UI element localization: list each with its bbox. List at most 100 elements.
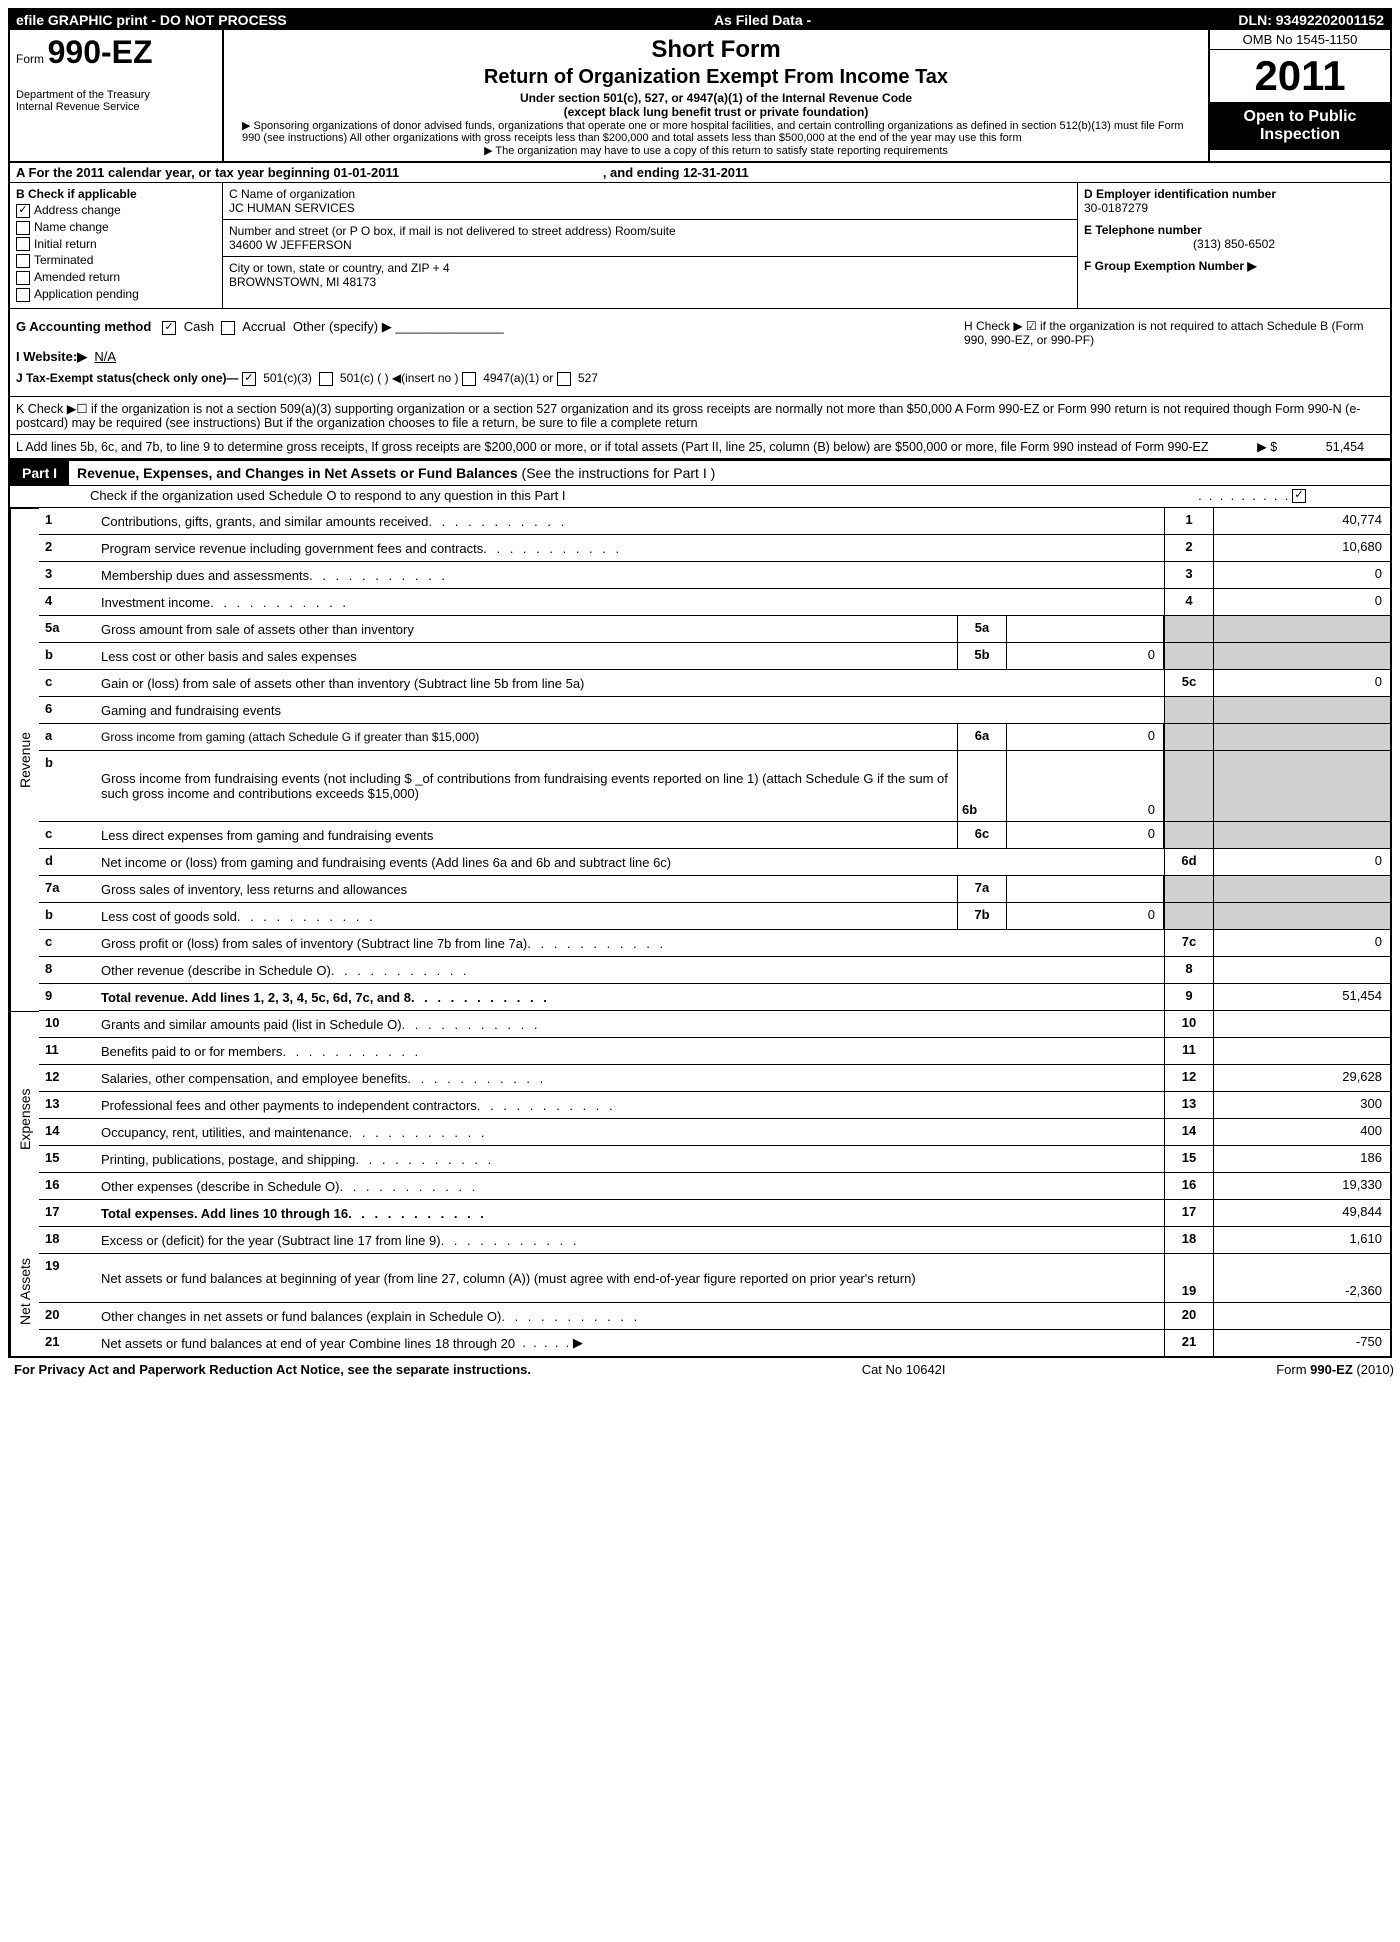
l-text: L Add lines 5b, 6c, and 7b, to line 9 to… (16, 440, 1209, 454)
omb: OMB No 1545-1150 (1210, 30, 1390, 50)
ln18-box: 18 (1164, 1227, 1213, 1253)
ln6b-num: b (39, 751, 97, 821)
ln6b-mv: 0 (1007, 751, 1164, 821)
lbl-accrual: Accrual (242, 319, 285, 334)
ln6c-mv: 0 (1007, 822, 1164, 848)
ln6d-val: 0 (1213, 849, 1390, 875)
ln8-box: 8 (1164, 957, 1213, 983)
ln10-box: 10 (1164, 1011, 1213, 1037)
ln6a-desc: Gross income from gaming (attach Schedul… (97, 724, 957, 750)
ln21-num: 21 (39, 1330, 97, 1356)
check-4947[interactable] (462, 372, 476, 386)
lbl-cash: Cash (184, 319, 214, 334)
ln6-num: 6 (39, 697, 97, 723)
org-name-block: C Name of organization JC HUMAN SERVICES (223, 183, 1077, 220)
ln20-box: 20 (1164, 1303, 1213, 1329)
ln8-num: 8 (39, 957, 97, 983)
ln21-desc-text: Net assets or fund balances at end of ye… (101, 1336, 515, 1351)
lbl-527: 527 (578, 371, 598, 385)
section-a: A For the 2011 calendar year, or tax yea… (10, 163, 1390, 183)
topbar-center: As Filed Data - (714, 12, 811, 28)
ln6-box (1164, 697, 1213, 723)
val-city: BROWNSTOWN, MI 48173 (229, 275, 1071, 289)
ln7c-desc: Gross profit or (loss) from sales of inv… (97, 930, 1164, 956)
k-section: K Check ▶☐ if the organization is not a … (10, 396, 1390, 435)
ln16-box: 16 (1164, 1173, 1213, 1199)
check-501c3[interactable]: ✓ (242, 372, 256, 386)
revenue-section: Revenue 1Contributions, gifts, grants, a… (10, 508, 1390, 1011)
ln20-val (1213, 1303, 1390, 1329)
col-b: B Check if applicable ✓Address change Na… (10, 183, 223, 308)
ln2-num: 2 (39, 535, 97, 561)
check-accrual[interactable] (221, 321, 235, 335)
ln15-box: 15 (1164, 1146, 1213, 1172)
lbl-501c3: 501(c)(3) (263, 371, 312, 385)
ln17-box: 17 (1164, 1200, 1213, 1226)
ln8-desc: Other revenue (describe in Schedule O) (97, 957, 1164, 983)
ln14-desc: Occupancy, rent, utilities, and maintena… (97, 1119, 1164, 1145)
ln6a-mid: 6a (957, 724, 1007, 750)
part1-title-sub: (See the instructions for Part I ) (522, 465, 716, 481)
ln6d-desc: Net income or (loss) from gaming and fun… (97, 849, 1164, 875)
ln7a-box (1164, 876, 1213, 902)
ln5b-mid: 5b (957, 643, 1007, 669)
check-amended[interactable] (16, 271, 30, 285)
lbl-4947: 4947(a)(1) or (483, 371, 553, 385)
form-number: 990-EZ (48, 34, 153, 70)
page-footer: For Privacy Act and Paperwork Reduction … (8, 1358, 1400, 1381)
check-cash[interactable]: ✓ (162, 321, 176, 335)
val-website: N/A (94, 349, 116, 364)
header: Form 990-EZ Department of the Treasury I… (10, 30, 1390, 163)
lbl-g: G Accounting method (16, 319, 151, 334)
ln5c-val: 0 (1213, 670, 1390, 696)
check-address[interactable]: ✓ (16, 204, 30, 218)
ln16-num: 16 (39, 1173, 97, 1199)
ln18-num: 18 (39, 1227, 97, 1253)
lbl-name: Name change (34, 220, 109, 234)
ln15-num: 15 (39, 1146, 97, 1172)
ln6c-box (1164, 822, 1213, 848)
lbl-other: Other (specify) ▶ (293, 319, 392, 334)
check-terminated[interactable] (16, 254, 30, 268)
header-left: Form 990-EZ Department of the Treasury I… (10, 30, 224, 161)
ln6d-box: 6d (1164, 849, 1213, 875)
section-a-ending: , and ending 12-31-2011 (603, 165, 749, 180)
ln13-desc: Professional fees and other payments to … (97, 1092, 1164, 1118)
ln6c-num: c (39, 822, 97, 848)
lbl-pending: Application pending (34, 287, 139, 301)
ln17-num: 17 (39, 1200, 97, 1226)
col-b-header: B Check if applicable (16, 187, 216, 201)
col-d: D Employer identification number 30-0187… (1078, 183, 1390, 308)
ln12-desc: Salaries, other compensation, and employ… (97, 1065, 1164, 1091)
check-527[interactable] (557, 372, 571, 386)
ln3-desc: Membership dues and assessments (97, 562, 1164, 588)
ln7a-mv (1007, 876, 1164, 902)
ln7c-val: 0 (1213, 930, 1390, 956)
val-org-name: JC HUMAN SERVICES (229, 201, 1071, 215)
check-pending[interactable] (16, 288, 30, 302)
check-part1-o[interactable]: ✓ (1292, 489, 1306, 503)
part1-header: Part I Revenue, Expenses, and Changes in… (10, 459, 1390, 486)
ln4-num: 4 (39, 589, 97, 615)
check-501c[interactable] (319, 372, 333, 386)
expenses-section: Expenses 10Grants and similar amounts pa… (10, 1011, 1390, 1227)
ln19-box: 19 (1164, 1254, 1213, 1302)
ln13-val: 300 (1213, 1092, 1390, 1118)
netassets-section: Net Assets 18Excess or (deficit) for the… (10, 1227, 1390, 1356)
check-initial[interactable] (16, 237, 30, 251)
ln6b-mid: 6b (957, 751, 1007, 821)
ln6a-box (1164, 724, 1213, 750)
ln11-desc: Benefits paid to or for members (97, 1038, 1164, 1064)
info-block: B Check if applicable ✓Address change Na… (10, 183, 1390, 309)
ln21-desc: Net assets or fund balances at end of ye… (97, 1330, 1164, 1356)
ln7b-mid: 7b (957, 903, 1007, 929)
check-name[interactable] (16, 221, 30, 235)
footer-center: Cat No 10642I (862, 1362, 946, 1377)
val-ein: 30-0187279 (1084, 201, 1384, 215)
ln1-val: 40,774 (1213, 508, 1390, 534)
side-revenue: Revenue (10, 508, 39, 1011)
ln12-box: 12 (1164, 1065, 1213, 1091)
title-sub2: (except black lung benefit trust or priv… (232, 105, 1200, 119)
ln6b-desc: Gross income from fundraising events (no… (97, 751, 957, 821)
val-phone: (313) 850-6502 (1084, 237, 1384, 251)
